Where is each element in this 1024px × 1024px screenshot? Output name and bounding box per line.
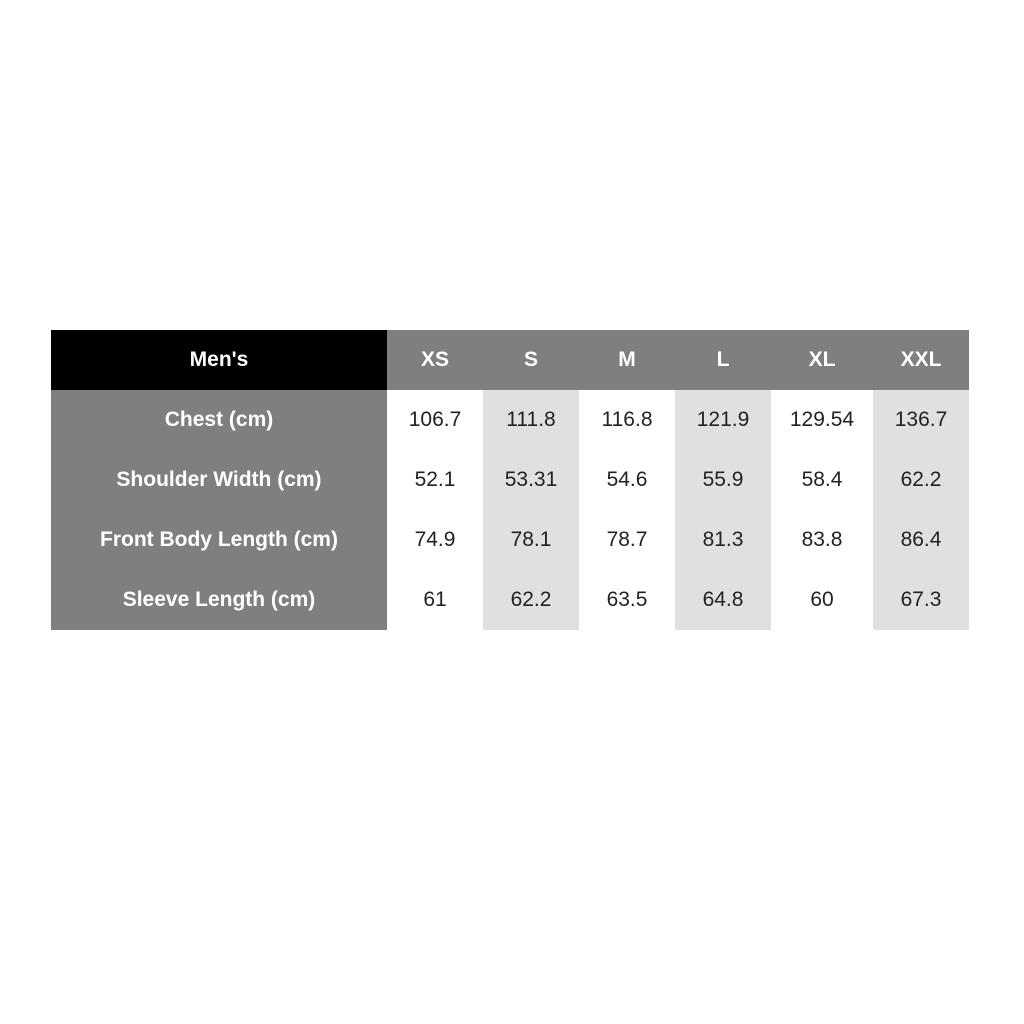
table-row: Shoulder Width (cm) 52.1 53.31 54.6 55.9 58.4… <box>51 450 969 510</box>
size-header-m: M <box>579 330 675 390</box>
size-header-s: S <box>483 330 579 390</box>
table-cell: 54.6 <box>579 450 675 510</box>
table-cell: 78.7 <box>579 510 675 570</box>
table-cell: 63.5 <box>579 570 675 630</box>
row-label: Shoulder Width (cm) <box>51 450 387 510</box>
table-cell: 74.9 <box>387 510 483 570</box>
table-row: Chest (cm) 106.7 111.8 116.8 121.9 129.54 136.… <box>51 390 969 450</box>
table-row: Front Body Length (cm) 74.9 78.1 78.7 81.3 83… <box>51 510 969 570</box>
row-label: Chest (cm) <box>51 390 387 450</box>
table-cell: 58.4 <box>771 450 873 510</box>
size-header-xxl: XXL <box>873 330 969 390</box>
table-cell: 86.4 <box>873 510 969 570</box>
table-cell: 116.8 <box>579 390 675 450</box>
row-label: Sleeve Length (cm) <box>51 570 387 630</box>
table-row: Sleeve Length (cm) 61 62.2 63.5 64.8 60 67.3 <box>51 570 969 630</box>
row-label: Front Body Length (cm) <box>51 510 387 570</box>
table-cell: 61 <box>387 570 483 630</box>
table-cell: 64.8 <box>675 570 771 630</box>
table-cell: 52.1 <box>387 450 483 510</box>
table-cell: 53.31 <box>483 450 579 510</box>
table-cell: 136.7 <box>873 390 969 450</box>
size-header-xs: XS <box>387 330 483 390</box>
table-cell: 83.8 <box>771 510 873 570</box>
size-header-xl: XL <box>771 330 873 390</box>
table-cell: 67.3 <box>873 570 969 630</box>
table-cell: 60 <box>771 570 873 630</box>
table-cell: 121.9 <box>675 390 771 450</box>
size-header-l: L <box>675 330 771 390</box>
table-cell: 78.1 <box>483 510 579 570</box>
table-cell: 129.54 <box>771 390 873 450</box>
table-cell: 81.3 <box>675 510 771 570</box>
header-row: Men's XS S M L XL XXL <box>51 330 969 390</box>
table-cell: 62.2 <box>873 450 969 510</box>
table-cell: 62.2 <box>483 570 579 630</box>
table-cell: 55.9 <box>675 450 771 510</box>
table-cell: 106.7 <box>387 390 483 450</box>
table-cell: 111.8 <box>483 390 579 450</box>
size-chart-table: Men's XS S M L XL XXL Chest (cm) 106.7 111… <box>51 330 969 630</box>
table-title: Men's <box>51 330 387 390</box>
